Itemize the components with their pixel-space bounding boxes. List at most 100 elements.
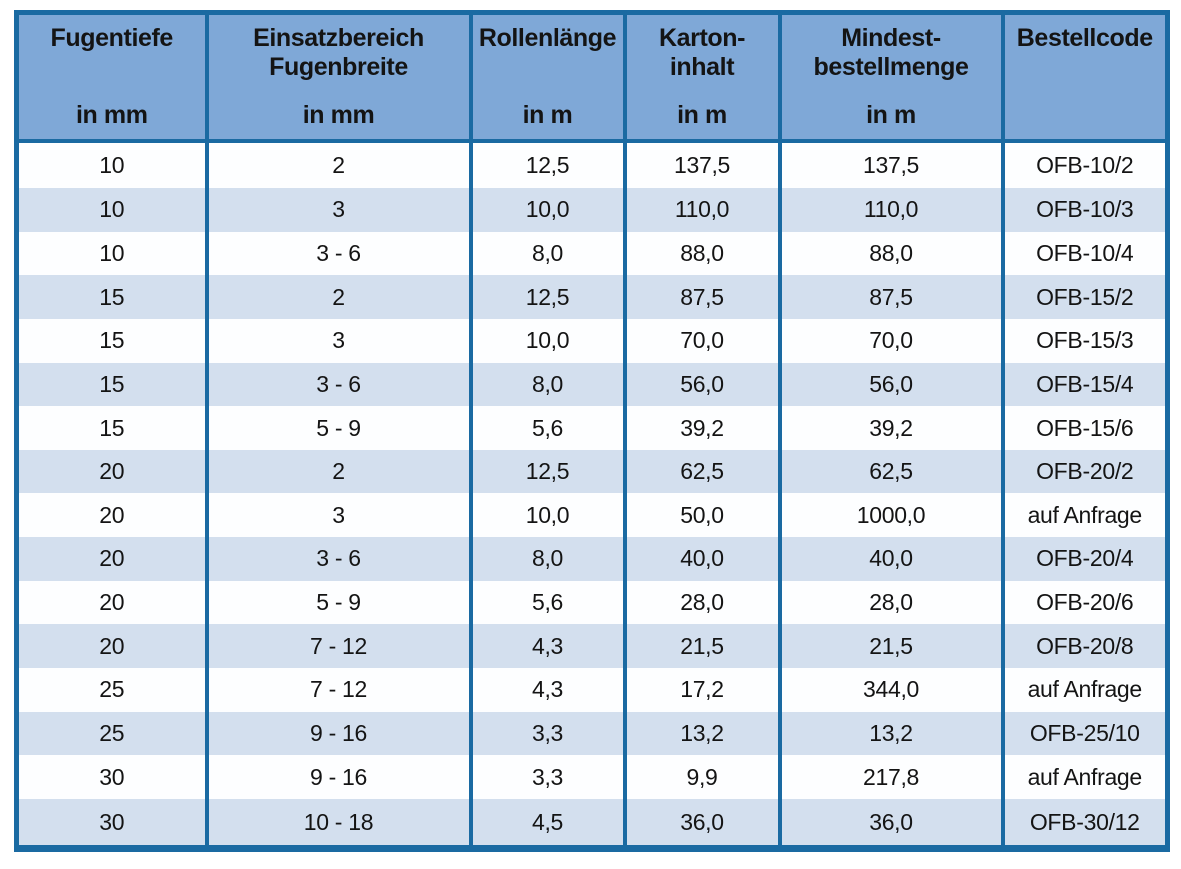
column-header-bestellcode: Bestellcode xyxy=(1000,10,1170,143)
cell-fugenbreite: 3 - 6 xyxy=(204,537,473,581)
cell-mindestbestellmenge: 88,0 xyxy=(777,231,1005,276)
cell-kartoninhalt: 17,2 xyxy=(622,668,782,712)
header-title-line: bestellmenge xyxy=(813,53,969,82)
cell-mindestbestellmenge: 56,0 xyxy=(777,362,1005,407)
cell-rollenlaenge: 8,0 xyxy=(468,537,627,581)
cell-kartoninhalt: 39,2 xyxy=(622,406,782,450)
cell-fugenbreite: 9 - 16 xyxy=(204,755,473,800)
cell-fugenbreite: 2 xyxy=(204,141,473,188)
cell-fugentiefe: 10 xyxy=(14,141,209,188)
cell-fugenbreite: 5 - 9 xyxy=(204,406,473,450)
table-row: 30 10 - 18 4,5 36,0 36,0 OFB-30/12 xyxy=(14,799,1170,849)
cell-bestellcode: OFB-20/8 xyxy=(1000,624,1170,669)
cell-fugentiefe: 30 xyxy=(14,755,209,800)
cell-mindestbestellmenge: 217,8 xyxy=(777,755,1005,800)
cell-mindestbestellmenge: 40,0 xyxy=(777,537,1005,581)
header-title-line: Einsatzbereich xyxy=(253,24,424,52)
cell-bestellcode: OFB-15/6 xyxy=(1000,406,1170,450)
table-row: 20 5 - 9 5,6 28,0 28,0 OFB-20/6 xyxy=(14,580,1170,625)
cell-rollenlaenge: 12,5 xyxy=(468,141,627,188)
cell-fugentiefe: 20 xyxy=(14,493,209,538)
cell-fugentiefe: 15 xyxy=(14,406,209,450)
product-spec-table: Fugentiefe in mm Einsatzbereich Fugenbre… xyxy=(14,10,1170,852)
cell-bestellcode: OFB-10/4 xyxy=(1000,231,1170,276)
cell-rollenlaenge: 12,5 xyxy=(468,449,627,494)
cell-fugentiefe: 20 xyxy=(14,580,209,625)
cell-rollenlaenge: 5,6 xyxy=(468,406,627,450)
cell-fugentiefe: 20 xyxy=(14,449,209,494)
cell-fugentiefe: 10 xyxy=(14,187,209,232)
cell-kartoninhalt: 13,2 xyxy=(622,711,782,756)
cell-bestellcode: OFB-15/4 xyxy=(1000,362,1170,407)
header-title-line: Fugentiefe xyxy=(50,24,174,52)
header-unit: in m xyxy=(866,100,916,129)
cell-mindestbestellmenge: 137,5 xyxy=(777,141,1005,188)
cell-bestellcode: OFB-15/2 xyxy=(1000,275,1170,319)
cell-kartoninhalt: 87,5 xyxy=(622,275,782,319)
cell-fugentiefe: 20 xyxy=(14,537,209,581)
cell-fugenbreite: 3 xyxy=(204,493,473,538)
header-unit: in m xyxy=(522,100,573,129)
table-row: 20 3 10,0 50,0 1000,0 auf Anfrage xyxy=(14,493,1170,538)
cell-mindestbestellmenge: 21,5 xyxy=(777,624,1005,669)
cell-fugentiefe: 30 xyxy=(14,799,209,849)
column-header-einsatzbereich-fugenbreite: Einsatzbereich Fugenbreite in mm xyxy=(204,10,473,143)
cell-fugenbreite: 7 - 12 xyxy=(204,668,473,712)
cell-bestellcode: OFB-30/12 xyxy=(1000,799,1170,849)
header-title-line: Mindest- xyxy=(841,24,941,52)
cell-mindestbestellmenge: 344,0 xyxy=(777,668,1005,712)
cell-fugenbreite: 5 - 9 xyxy=(204,580,473,625)
cell-mindestbestellmenge: 110,0 xyxy=(777,187,1005,232)
header-title-line: Bestellcode xyxy=(1016,24,1153,52)
cell-bestellcode: OFB-20/2 xyxy=(1000,449,1170,494)
table-body: 10 2 12,5 137,5 137,5 OFB-10/2 10 3 10,0… xyxy=(14,141,1170,849)
cell-rollenlaenge: 4,5 xyxy=(468,799,627,849)
cell-rollenlaenge: 10,0 xyxy=(468,318,627,363)
cell-mindestbestellmenge: 36,0 xyxy=(777,799,1005,849)
cell-fugenbreite: 3 xyxy=(204,187,473,232)
cell-rollenlaenge: 8,0 xyxy=(468,231,627,276)
cell-fugenbreite: 9 - 16 xyxy=(204,711,473,756)
cell-kartoninhalt: 137,5 xyxy=(622,141,782,188)
cell-bestellcode: OFB-15/3 xyxy=(1000,318,1170,363)
table-row: 30 9 - 16 3,3 9,9 217,8 auf Anfrage xyxy=(14,755,1170,800)
cell-fugenbreite: 3 - 6 xyxy=(204,231,473,276)
cell-bestellcode: auf Anfrage xyxy=(1000,755,1170,800)
cell-kartoninhalt: 40,0 xyxy=(622,537,782,581)
cell-mindestbestellmenge: 28,0 xyxy=(777,580,1005,625)
cell-mindestbestellmenge: 87,5 xyxy=(777,275,1005,319)
cell-bestellcode: auf Anfrage xyxy=(1000,493,1170,538)
header-title-line: Karton- xyxy=(658,24,746,52)
column-header-rollenlaenge: Rollenlänge in m xyxy=(468,10,627,143)
cell-kartoninhalt: 9,9 xyxy=(622,755,782,800)
cell-fugentiefe: 15 xyxy=(14,318,209,363)
cell-mindestbestellmenge: 1000,0 xyxy=(777,493,1005,538)
cell-rollenlaenge: 4,3 xyxy=(468,624,627,669)
header-title-line: Rollenlänge xyxy=(478,24,617,52)
cell-kartoninhalt: 36,0 xyxy=(622,799,782,849)
cell-mindestbestellmenge: 39,2 xyxy=(777,406,1005,450)
cell-bestellcode: OFB-25/10 xyxy=(1000,711,1170,756)
cell-kartoninhalt: 56,0 xyxy=(622,362,782,407)
cell-kartoninhalt: 110,0 xyxy=(622,187,782,232)
cell-rollenlaenge: 12,5 xyxy=(468,275,627,319)
cell-kartoninhalt: 88,0 xyxy=(622,231,782,276)
column-header-mindestbestellmenge: Mindest- bestellmenge in m xyxy=(777,10,1005,143)
header-row: Fugentiefe in mm Einsatzbereich Fugenbre… xyxy=(14,10,1170,143)
cell-kartoninhalt: 50,0 xyxy=(622,493,782,538)
cell-fugentiefe: 25 xyxy=(14,668,209,712)
cell-kartoninhalt: 70,0 xyxy=(622,318,782,363)
cell-kartoninhalt: 28,0 xyxy=(622,580,782,625)
table-row: 15 3 - 6 8,0 56,0 56,0 OFB-15/4 xyxy=(14,362,1170,407)
cell-bestellcode: OFB-20/4 xyxy=(1000,537,1170,581)
cell-rollenlaenge: 3,3 xyxy=(468,755,627,800)
cell-fugenbreite: 2 xyxy=(204,449,473,494)
header-title-line: Fugenbreite xyxy=(269,53,408,82)
cell-fugenbreite: 7 - 12 xyxy=(204,624,473,669)
cell-fugenbreite: 2 xyxy=(204,275,473,319)
cell-rollenlaenge: 5,6 xyxy=(468,580,627,625)
table-row: 10 3 - 6 8,0 88,0 88,0 OFB-10/4 xyxy=(14,231,1170,276)
cell-fugentiefe: 25 xyxy=(14,711,209,756)
table-row: 20 3 - 6 8,0 40,0 40,0 OFB-20/4 xyxy=(14,537,1170,581)
